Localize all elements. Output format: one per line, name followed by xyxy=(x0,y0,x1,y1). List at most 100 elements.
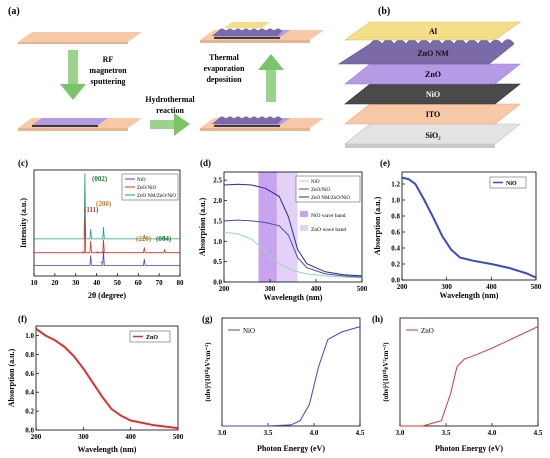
layer-al xyxy=(344,21,521,41)
ylabel-d: Absorption (a.u.) xyxy=(198,197,207,256)
xticks-e: 200 300 400 500 xyxy=(397,277,542,291)
series-combo-d xyxy=(223,183,363,277)
xtick-label: 20 xyxy=(51,279,59,287)
xtick-label: 500 xyxy=(173,433,184,441)
xtick-label: 300 xyxy=(78,433,89,441)
layer-label-zno-nm: ZnO NM xyxy=(417,49,449,58)
panel-e: (e) Absorption (a.u.) Wavelength (nm) 0.… xyxy=(373,158,542,300)
band-nio-d xyxy=(258,172,277,282)
layer-label-al: Al xyxy=(429,27,438,36)
legend-item-combo-d: ZnO NM/ZnO/NiO xyxy=(311,196,350,201)
panel-a: (a) RF magnetron sputtering Hydrothermal… xyxy=(8,6,324,136)
ytick-label: 0.8 xyxy=(25,351,34,359)
plot-frame-h xyxy=(399,317,539,427)
panel-label-a: (a) xyxy=(8,6,20,17)
xticks-d: 200 300 400 500 xyxy=(219,279,368,293)
layer-label-nio: NiO xyxy=(426,90,440,99)
plot-frame-g xyxy=(221,317,361,427)
ytick-label: 2.0 xyxy=(213,197,222,205)
peak-label-111: (111) xyxy=(84,206,99,214)
peak-label-220: (220) xyxy=(136,235,152,243)
panel-label-f: (f) xyxy=(18,314,27,324)
xtick-label: 30 xyxy=(72,279,80,287)
series-nio-d xyxy=(223,231,363,279)
arrow-down-1 xyxy=(60,50,86,100)
ytick-label: 0.5 xyxy=(213,258,222,266)
ylabel-g: (αhν)²(10¹⁰eV²cm⁻²) xyxy=(204,342,212,402)
xtick-label: 3.5 xyxy=(264,429,273,437)
peak-label-200: (200) xyxy=(96,200,112,208)
ytick-label: 0.8 xyxy=(391,213,400,221)
ytick-label: 0.2 xyxy=(391,261,400,269)
xticks-f: 200 300 400 500 xyxy=(31,427,184,441)
panel-label-e: (e) xyxy=(380,158,390,168)
xtick-label: 300 xyxy=(265,285,276,293)
layer-label-ito: ITO xyxy=(426,110,441,119)
xlabel-g: Photon Energy (eV) xyxy=(257,444,325,453)
xlabel-h: Photon Energy (eV) xyxy=(435,444,503,453)
step3-line1: Thermal xyxy=(209,53,240,62)
ylabel-h: (αhν)²(10¹⁰eV²cm⁻²) xyxy=(382,342,390,402)
legend-e xyxy=(489,176,527,189)
ytick-label: 2.5 xyxy=(213,177,222,185)
legend-item-combo-c: ZnO NM/ZnO/NiO xyxy=(137,194,176,199)
layer-sio2-edge xyxy=(345,144,495,148)
xtick-label: 500 xyxy=(531,283,542,291)
ytick-label: 0.0 xyxy=(213,279,222,287)
step1-line2: magnetron xyxy=(89,66,127,75)
panel-label-d: (d) xyxy=(200,158,211,168)
ytick-label: 1.0 xyxy=(391,197,400,205)
xlabel-d: Wavelength (nm) xyxy=(264,293,323,302)
substrate-1 xyxy=(18,32,142,42)
ytick-label: 0.6 xyxy=(25,370,34,378)
xtick-label: 200 xyxy=(31,433,42,441)
xtick-label: 4.5 xyxy=(534,429,543,437)
panel-label-c: (c) xyxy=(18,158,28,168)
arrow-up-1 xyxy=(258,54,284,102)
peak-label-004: (004) xyxy=(156,235,172,243)
series-nio-c xyxy=(34,250,180,266)
step2-line1: Hydrothermal xyxy=(145,95,195,104)
peak-label-002: (002) xyxy=(92,175,108,183)
xtick-label: 10 xyxy=(31,279,39,287)
panel-h: (h) (αhν)²(10¹⁰eV²cm⁻²) Photon Energy (e… xyxy=(372,314,543,453)
step1-line1: RF xyxy=(103,55,114,64)
panel-g: (g) (αhν)²(10¹⁰eV²cm⁻²) Photon Energy (e… xyxy=(202,314,365,453)
ytick-label: 1.2 xyxy=(391,181,400,189)
xtick-label: 500 xyxy=(357,285,368,293)
xtick-label: 40 xyxy=(93,279,101,287)
xlabel-e: Wavelength (nm) xyxy=(440,291,499,300)
legend-item-zno-d: ZnO/NiO xyxy=(311,188,331,193)
series-nio-e xyxy=(401,176,537,279)
panel-b: (b) Al ZnO NM ZnO NiO ITO SiO₂ xyxy=(337,6,521,148)
ytick-label: 0.4 xyxy=(391,245,400,253)
marker-star-2: * xyxy=(96,250,100,258)
layer-label-zno: ZnO xyxy=(425,70,441,79)
panel-label-g: (g) xyxy=(202,314,213,324)
ytick-label: 0.4 xyxy=(25,389,34,397)
xtick-label: 4.0 xyxy=(488,429,497,437)
series-zno-d xyxy=(223,219,363,278)
device-zno-nm xyxy=(200,116,324,131)
panel-label-b: (b) xyxy=(378,6,390,17)
xtick-label: 4.0 xyxy=(310,429,319,437)
ytick-label: 1.0 xyxy=(213,238,222,246)
device-nio xyxy=(18,118,142,131)
panel-label-h: (h) xyxy=(372,314,383,324)
step1-line3: sputtering xyxy=(90,77,125,86)
arrow-right-1 xyxy=(150,113,190,136)
xticks-c: 10 20 30 40 50 60 70 80 xyxy=(31,273,185,287)
ytick-label: 0.0 xyxy=(25,427,34,435)
series-combo-c xyxy=(34,173,180,240)
plot-frame-d xyxy=(223,171,363,283)
xtick-label: 3.0 xyxy=(396,429,405,437)
xtick-label: 70 xyxy=(156,279,164,287)
ytick-label: 1.0 xyxy=(25,332,34,340)
step3-line2: evaporation xyxy=(204,64,245,73)
xtick-label: 80 xyxy=(177,279,185,287)
xtick-label: 200 xyxy=(397,283,408,291)
ylabel-e: Absorption (a.u.) xyxy=(373,196,382,255)
band-label-nio-d: NiO wave band xyxy=(311,213,346,219)
band-label-zno-d: ZnO wave band xyxy=(311,227,346,233)
legend-item-zno-c: ZnO/NiO xyxy=(137,186,157,191)
